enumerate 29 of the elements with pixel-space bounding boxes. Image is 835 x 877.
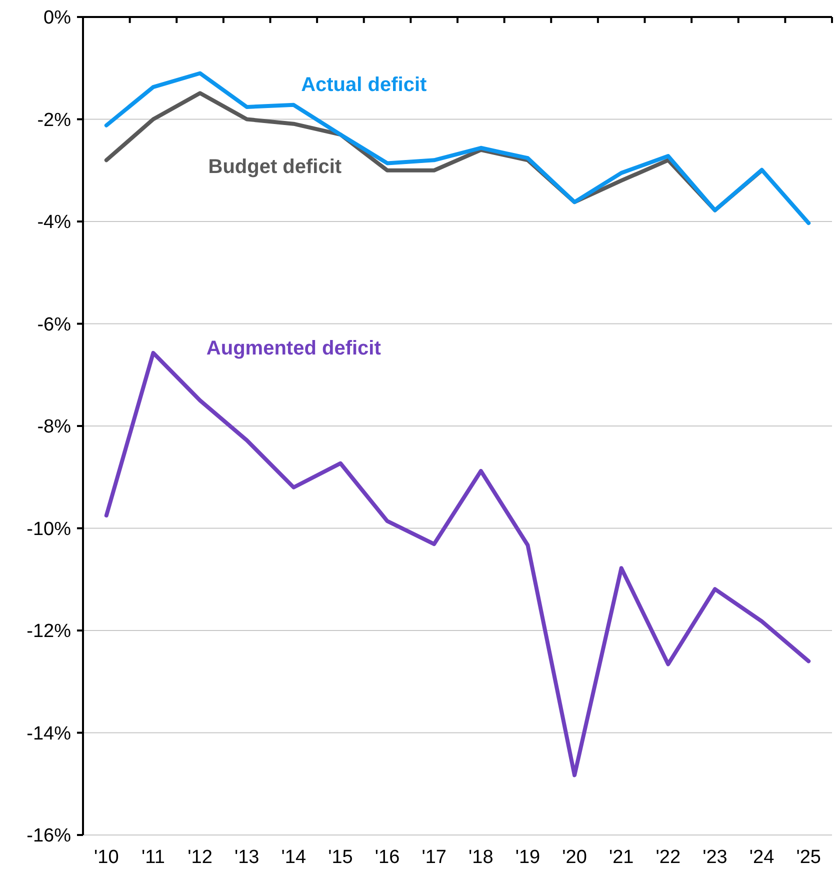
x-tick-label: '24 [749, 847, 775, 868]
series-label: Actual deficit [301, 74, 427, 96]
y-tick-label: -2% [37, 110, 72, 131]
series-label: Budget deficit [208, 156, 342, 178]
x-tick-label: '14 [281, 847, 306, 868]
x-tick-label: '11 [142, 847, 165, 868]
x-tick-label: '23 [702, 847, 728, 868]
y-tick-label: -10% [26, 518, 72, 540]
x-tick-label: '13 [234, 847, 260, 868]
x-tick-label: '15 [328, 847, 353, 868]
x-tick-label: '17 [422, 847, 446, 868]
x-tick-label: '21 [608, 847, 634, 868]
y-tick-label: -8% [37, 416, 72, 438]
y-tick-label: -14% [26, 723, 72, 744]
x-tick-label: '18 [468, 847, 494, 868]
x-tick-label: '10 [94, 847, 119, 868]
x-tick-label: '19 [515, 847, 540, 868]
y-tick-label: 0% [44, 8, 72, 29]
y-tick-label: -4% [37, 212, 72, 234]
series-label: Augmented deficit [206, 337, 382, 360]
x-tick-label: '20 [562, 847, 587, 868]
y-tick-label: -16% [26, 826, 72, 847]
x-tick-label: '16 [374, 847, 400, 868]
y-tick-label: -6% [37, 314, 72, 336]
x-tick-label: '22 [656, 847, 681, 868]
line-series [104, 71, 811, 226]
x-tick-label: '12 [188, 847, 212, 868]
y-tick-label: -12% [26, 621, 72, 642]
x-tick-label: '25 [796, 847, 821, 868]
